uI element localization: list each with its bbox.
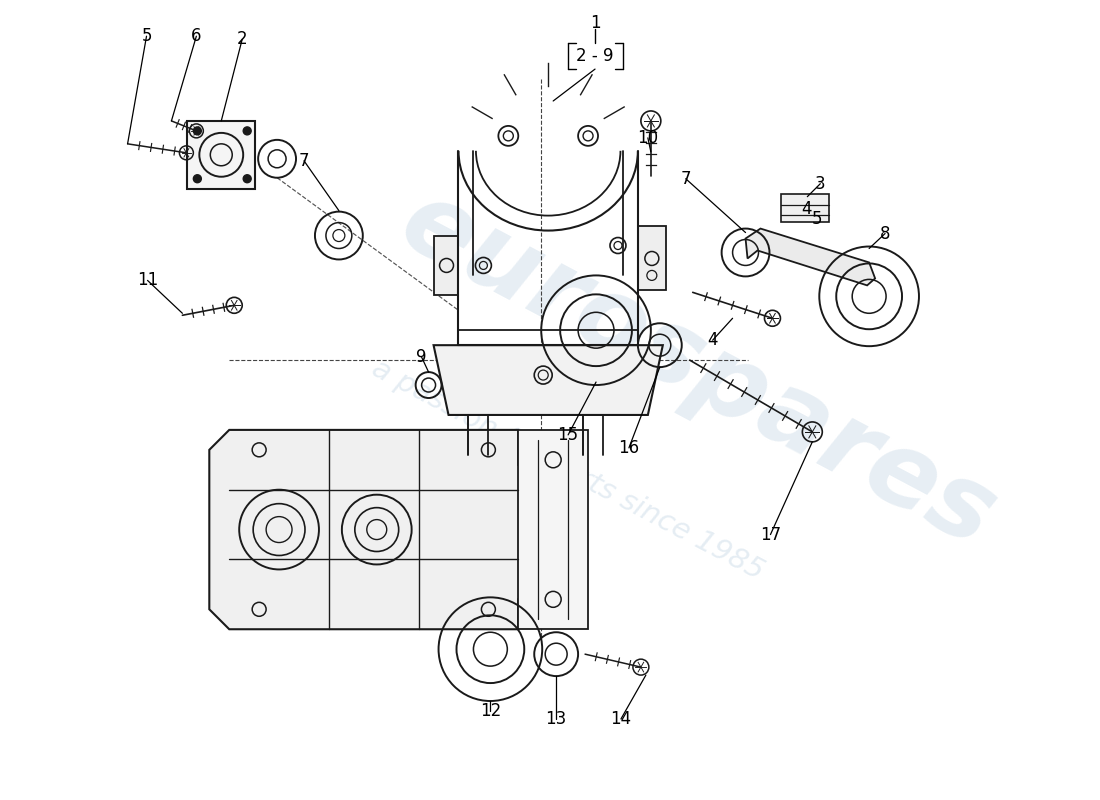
Text: 17: 17	[760, 526, 781, 543]
Text: 14: 14	[610, 710, 631, 728]
Text: a passion for parts since 1985: a passion for parts since 1985	[367, 354, 769, 586]
Text: 10: 10	[637, 129, 659, 147]
Text: 2 - 9: 2 - 9	[576, 47, 614, 65]
Circle shape	[243, 127, 251, 135]
Text: 13: 13	[546, 710, 566, 728]
Text: 1: 1	[590, 14, 601, 32]
Text: 12: 12	[480, 702, 501, 720]
Text: 16: 16	[618, 439, 639, 457]
Polygon shape	[746, 229, 876, 286]
Text: 7: 7	[681, 170, 691, 188]
Circle shape	[194, 174, 201, 182]
Polygon shape	[433, 235, 459, 295]
Polygon shape	[209, 430, 538, 630]
Circle shape	[194, 127, 201, 135]
Text: 4: 4	[707, 331, 718, 349]
Text: 7: 7	[299, 152, 309, 170]
Bar	[187, 121, 255, 189]
Polygon shape	[638, 226, 666, 290]
Text: 9: 9	[417, 348, 427, 366]
Text: 6: 6	[191, 27, 201, 45]
Bar	[518, 430, 589, 630]
Text: 15: 15	[558, 426, 579, 444]
Text: 5: 5	[812, 210, 823, 227]
Circle shape	[243, 174, 251, 182]
Text: eurospares: eurospares	[383, 171, 1012, 570]
Text: 2: 2	[236, 30, 248, 48]
Text: 3: 3	[815, 174, 826, 193]
Text: 5: 5	[141, 27, 152, 45]
Text: 8: 8	[880, 225, 890, 242]
Text: 4: 4	[801, 200, 812, 218]
Polygon shape	[433, 345, 663, 415]
Text: 11: 11	[136, 271, 158, 290]
Bar	[781, 194, 829, 222]
